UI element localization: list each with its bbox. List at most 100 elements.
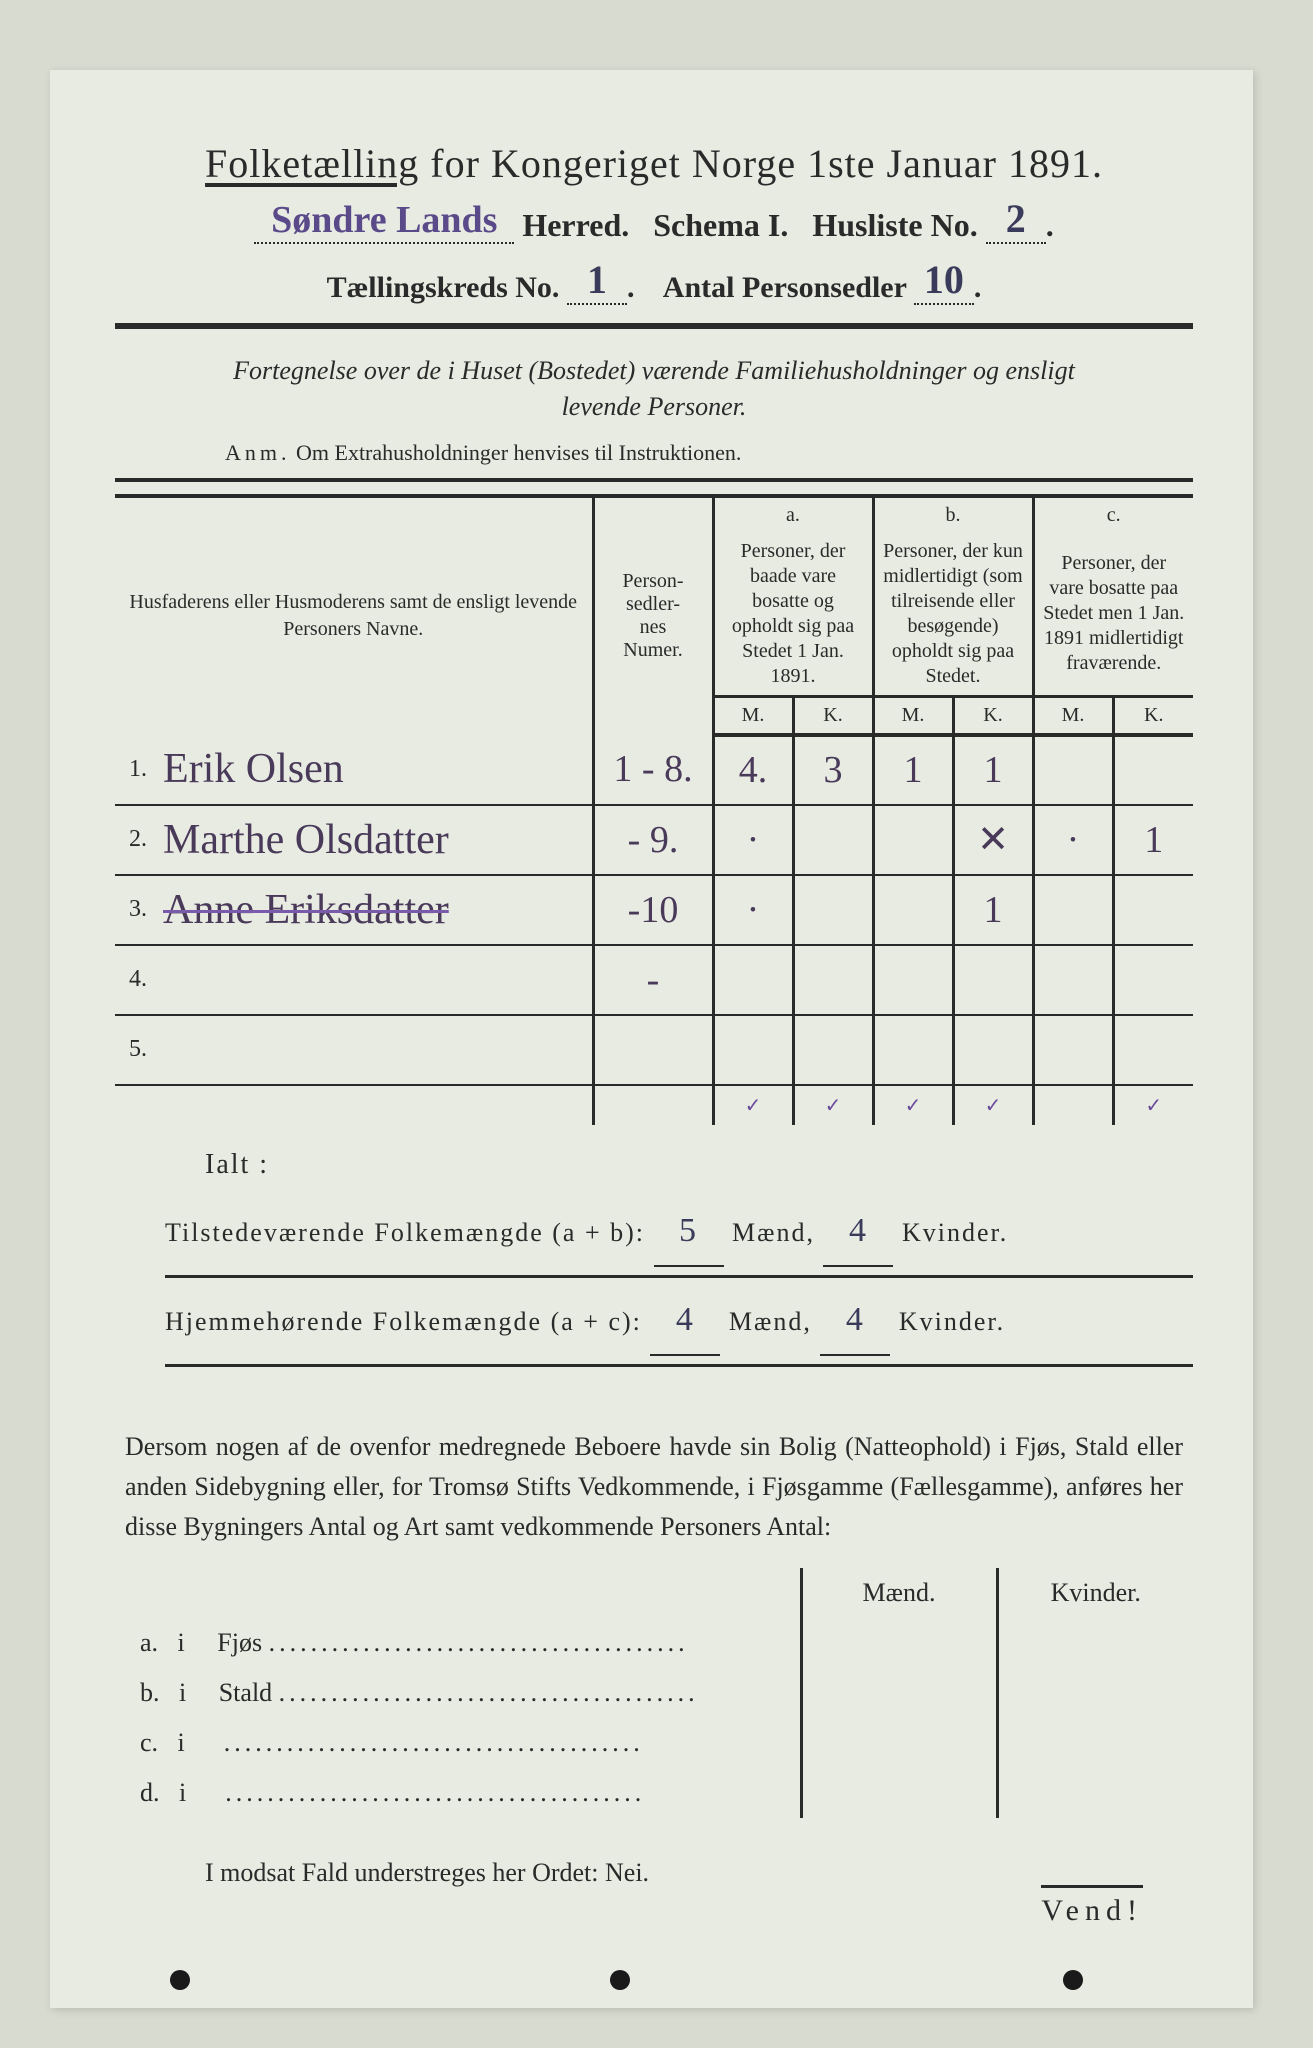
- c-k-cell: [1113, 735, 1193, 805]
- b-m-cell: [873, 1015, 953, 1085]
- side-row: c. i: [115, 1718, 1193, 1768]
- num-cell: [593, 1015, 713, 1085]
- num-cell: 1 - 8.: [593, 735, 713, 805]
- vend-label: Vend!: [1041, 1885, 1143, 1928]
- side-kvinder-val: [997, 1768, 1193, 1818]
- name-cell: Marthe Olsdatter: [155, 805, 593, 875]
- check-row: ✓ ✓ ✓ ✓ ✓: [115, 1085, 1193, 1125]
- side-label: a. i Fjøs: [115, 1618, 801, 1668]
- hjemme-m: 4: [650, 1286, 720, 1356]
- side-row: b. i Stald: [115, 1668, 1193, 1718]
- row-number: 4.: [115, 945, 155, 1015]
- punch-hole: [1063, 1970, 1083, 1990]
- num-cell: -10: [593, 875, 713, 945]
- check: ✓: [873, 1085, 953, 1125]
- a-m-cell: [713, 945, 793, 1015]
- ialt-label: Ialt :: [205, 1149, 1193, 1181]
- nei-line: I modsat Fald understreges her Ordet: Ne…: [205, 1858, 1193, 1888]
- b-k-cell: ✕: [953, 805, 1033, 875]
- side-maend-val: [801, 1718, 997, 1768]
- c-k: K.: [1113, 696, 1193, 735]
- a-k-cell: 3: [793, 735, 873, 805]
- side-kvinder-val: [997, 1618, 1193, 1668]
- kreds-label: Tællingskreds No.: [327, 271, 560, 304]
- side-kvinder-val: [997, 1668, 1193, 1718]
- hjemme-label: Hjemmehørende Folkemængde (a + c):: [165, 1307, 642, 1336]
- a-k: K.: [793, 696, 873, 735]
- schema-label: Schema I.: [653, 207, 788, 243]
- a-k-cell: [793, 875, 873, 945]
- divider: [115, 323, 1193, 329]
- page-title: Folketælling for Kongeriget Norge 1ste J…: [115, 140, 1193, 187]
- totals-block: Tilstedeværende Folkemængde (a + b): 5 M…: [165, 1197, 1193, 1367]
- census-table: Husfaderens eller Husmoderens samt de en…: [115, 494, 1193, 1125]
- a-m-cell: [713, 1015, 793, 1085]
- punch-hole: [610, 1970, 630, 1990]
- num-cell: -: [593, 945, 713, 1015]
- col-num-header: Person- sedler- nes Numer.: [593, 496, 713, 735]
- col-a-desc: Personer, der baade vare bosatte og opho…: [713, 533, 873, 697]
- b-m-cell: [873, 805, 953, 875]
- a-k-cell: [793, 805, 873, 875]
- col-a-label: a.: [713, 496, 873, 533]
- check: ✓: [713, 1085, 793, 1125]
- c-k-cell: 1: [1113, 805, 1193, 875]
- divider: [165, 1364, 1193, 1367]
- a-m-cell: ·: [713, 805, 793, 875]
- a-k-cell: [793, 945, 873, 1015]
- side-maend-val: [801, 1618, 997, 1668]
- title-word: Folketælling: [205, 141, 419, 186]
- row-number: 5.: [115, 1015, 155, 1085]
- c-m-cell: [1033, 1015, 1113, 1085]
- header-line-1: Søndre Lands Herred. Schema I. Husliste …: [115, 195, 1193, 244]
- name-cell: Erik Olsen: [155, 735, 593, 805]
- b-k-cell: 1: [953, 875, 1033, 945]
- side-row: d. i: [115, 1768, 1193, 1818]
- col-names-header: Husfaderens eller Husmoderens samt de en…: [115, 496, 593, 735]
- side-row: a. i Fjøs: [115, 1618, 1193, 1668]
- c-m-cell: [1033, 875, 1113, 945]
- check: [1033, 1085, 1113, 1125]
- row-number: 3.: [115, 875, 155, 945]
- a-k-cell: [793, 1015, 873, 1085]
- b-k-cell: [953, 1015, 1033, 1085]
- side-kvinder-val: [997, 1718, 1193, 1768]
- divider: [165, 1275, 1193, 1278]
- husliste-no: 2: [986, 195, 1046, 244]
- title-rest: for Kongeriget Norge 1ste Januar 1891.: [430, 141, 1103, 186]
- personsedler-no: 10: [914, 256, 974, 305]
- row-number: 2.: [115, 805, 155, 875]
- a-m: M.: [713, 696, 793, 735]
- a-m-cell: 4.: [713, 735, 793, 805]
- c-m-cell: ·: [1033, 805, 1113, 875]
- side-maend-header: Mænd.: [801, 1568, 997, 1618]
- hjemme-k: 4: [820, 1286, 890, 1356]
- anm-label: Anm.: [225, 440, 291, 465]
- side-building-table: Mænd. Kvinder. a. i Fjøs b. i Stald c. i…: [115, 1568, 1193, 1818]
- header-line-2: Tællingskreds No. 1. Antal Personsedler …: [115, 256, 1193, 305]
- kvinder-label: Kvinder.: [899, 1307, 1005, 1336]
- b-k-cell: 1: [953, 735, 1033, 805]
- table-row: 1.Erik Olsen1 - 8.4.311: [115, 735, 1193, 805]
- herred-label: Herred.: [522, 207, 629, 243]
- c-k-cell: [1113, 945, 1193, 1015]
- name-cell: [155, 945, 593, 1015]
- side-label: b. i Stald: [115, 1668, 801, 1718]
- table-row: 4. -: [115, 945, 1193, 1015]
- check: ✓: [953, 1085, 1033, 1125]
- anm-text: Om Extrahusholdninger henvises til Instr…: [296, 440, 741, 465]
- side-building-paragraph: Dersom nogen af de ovenfor medregnede Be…: [125, 1427, 1183, 1548]
- b-k: K.: [953, 696, 1033, 735]
- b-m-cell: 1: [873, 735, 953, 805]
- col-b-desc: Personer, der kun midlertidigt (som tilr…: [873, 533, 1033, 697]
- c-k-cell: [1113, 875, 1193, 945]
- herred-handwritten: Søndre Lands: [254, 198, 514, 244]
- tilstede-k: 4: [823, 1197, 893, 1267]
- b-m-cell: [873, 945, 953, 1015]
- side-maend-val: [801, 1668, 997, 1718]
- side-label: d. i: [115, 1768, 801, 1818]
- col-c-desc: Personer, der vare bosatte paa Stedet me…: [1033, 533, 1193, 697]
- husliste-label: Husliste No.: [812, 207, 977, 243]
- col-b-label: b.: [873, 496, 1033, 533]
- side-maend-val: [801, 1768, 997, 1818]
